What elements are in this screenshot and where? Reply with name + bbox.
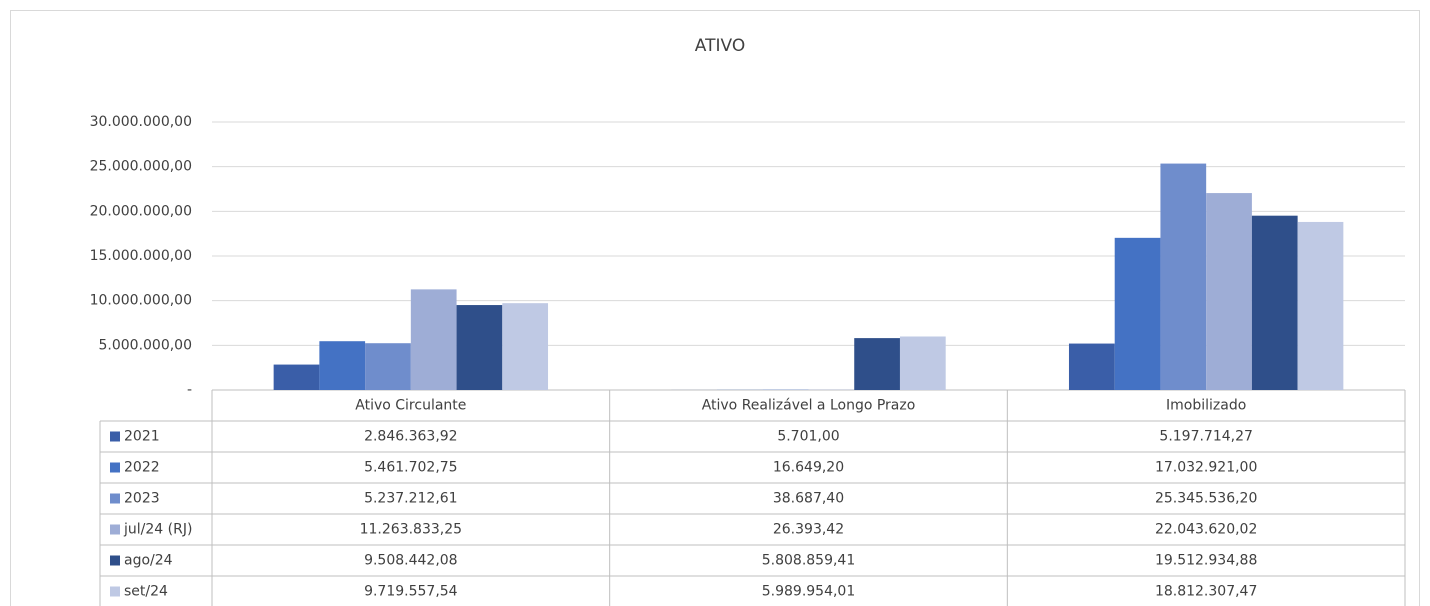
bar	[456, 305, 503, 390]
y-tick-label: 15.000.000,00	[90, 248, 192, 264]
bar	[1297, 221, 1344, 390]
y-tick-label: 25.000.000,00	[90, 159, 192, 175]
data-label: 5.461.702,75	[364, 460, 458, 476]
legend-label: jul/24 (RJ)	[123, 522, 192, 538]
bar	[502, 303, 549, 390]
legend-label: 2022	[124, 460, 160, 476]
bar	[1160, 163, 1207, 390]
x-tick-label: Ativo Circulante	[355, 398, 466, 414]
data-label: 5.701,00	[777, 429, 839, 445]
legend-label: ago/24	[124, 553, 173, 569]
data-label: 9.719.557,54	[364, 584, 458, 600]
data-label: 25.345.536,20	[1155, 491, 1257, 507]
chart-title: ATIVO	[695, 36, 745, 56]
bar	[319, 341, 366, 390]
y-tick-label: 30.000.000,00	[90, 114, 192, 130]
data-label: 9.508.442,08	[364, 553, 458, 569]
bar	[899, 336, 946, 390]
legend-label: set/24	[124, 584, 168, 600]
y-tick-label: -	[187, 382, 192, 398]
data-label: 5.808.859,41	[762, 553, 856, 569]
legend-swatch	[110, 586, 120, 597]
data-label: 16.649,20	[773, 460, 844, 476]
bar	[1206, 193, 1252, 390]
data-label: 5.989.954,01	[762, 584, 856, 600]
bar	[410, 289, 457, 390]
data-label: 11.263.833,25	[360, 522, 462, 538]
bar	[854, 338, 900, 390]
legend-swatch	[110, 555, 120, 566]
y-tick-label: 20.000.000,00	[90, 203, 192, 219]
x-tick-label: Imobilizado	[1166, 398, 1246, 414]
bar	[365, 343, 411, 390]
bar	[273, 364, 320, 390]
bar	[1068, 343, 1115, 390]
data-label: 2.846.363,92	[364, 429, 458, 445]
x-tick-label: Ativo Realizável a Longo Prazo	[702, 398, 916, 414]
legend-swatch	[110, 524, 120, 535]
legend-label: 2021	[124, 429, 160, 445]
bar	[1114, 237, 1161, 390]
data-label: 38.687,40	[773, 491, 844, 507]
legend-swatch	[110, 431, 120, 442]
legend-label: 2023	[124, 491, 160, 507]
data-label: 19.512.934,88	[1155, 553, 1257, 569]
legend-swatch	[110, 462, 120, 473]
bar	[1251, 215, 1298, 390]
data-label: 22.043.620,02	[1155, 522, 1257, 538]
data-label: 17.032.921,00	[1155, 460, 1257, 476]
y-tick-label: 10.000.000,00	[90, 293, 192, 309]
data-label: 18.812.307,47	[1155, 584, 1257, 600]
legend-swatch	[110, 493, 120, 504]
data-label: 5.197.714,27	[1159, 429, 1253, 445]
y-tick-label: 5.000.000,00	[98, 337, 192, 353]
data-label: 26.393,42	[773, 522, 844, 538]
data-label: 5.237.212,61	[364, 491, 458, 507]
